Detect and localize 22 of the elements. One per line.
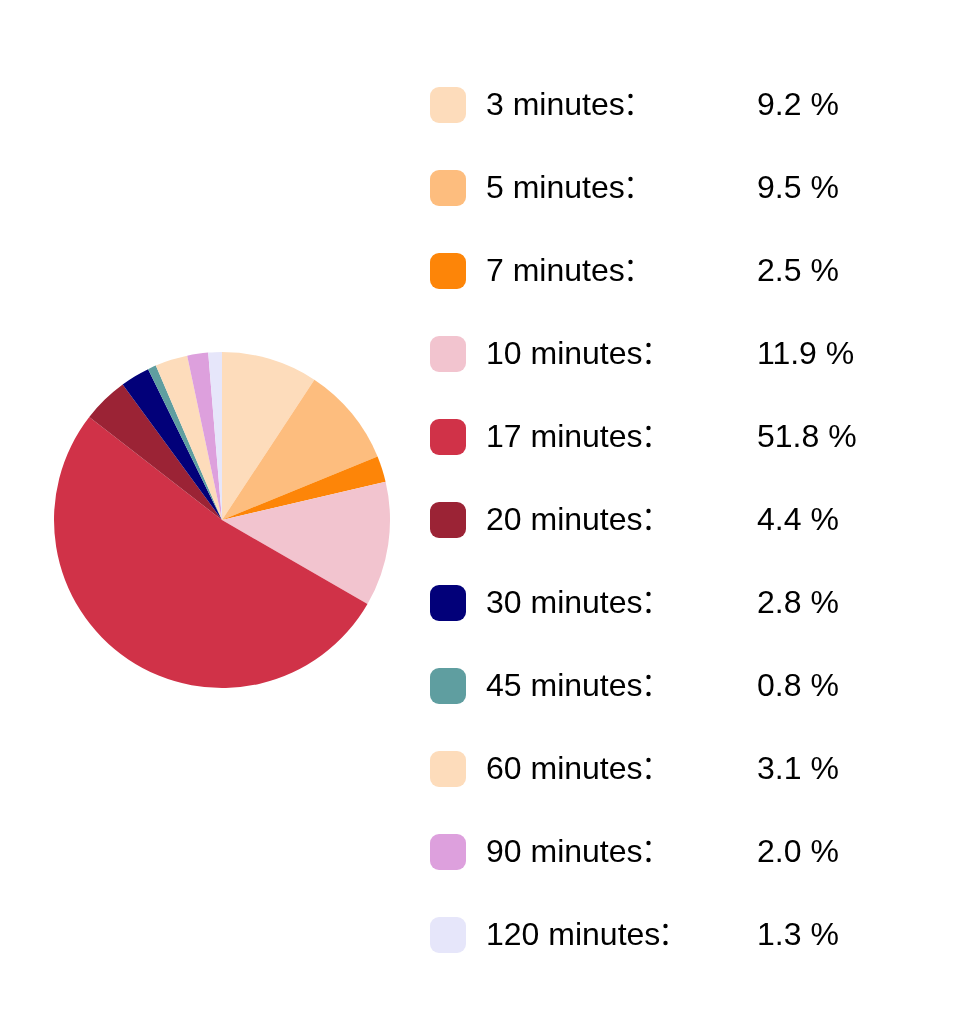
data-label: 9.5 % [757,169,839,206]
data-label: 51.8 % [757,418,857,455]
data-label: 1.3 % [757,916,839,953]
legend-label: 90 minutes [486,833,643,870]
legend-label: 10 minutes [486,335,643,372]
data-label: 2.5 % [757,252,839,289]
data-label: 2.8 % [757,584,839,621]
legend-label: 3 minutes [486,86,625,123]
data-label: 4.4 % [757,501,839,538]
data-label: 11.9 % [757,335,855,372]
legend-label: 45 minutes [486,667,643,704]
legend-label: 7 minutes [486,252,625,289]
legend-label: 30 minutes [486,584,643,621]
data-label: 3.1 % [757,750,839,787]
legend-label: 20 minutes [486,501,643,538]
data-label: 2.0 % [757,833,839,870]
legend-label: 5 minutes [486,169,625,206]
legend-label: 60 minutes [486,750,643,787]
data-label: 9.2 % [757,86,839,123]
legend-label: 17 minutes [486,418,643,455]
legend-label: 120 minutes [486,916,661,953]
data-label: 0.8 % [757,667,839,704]
